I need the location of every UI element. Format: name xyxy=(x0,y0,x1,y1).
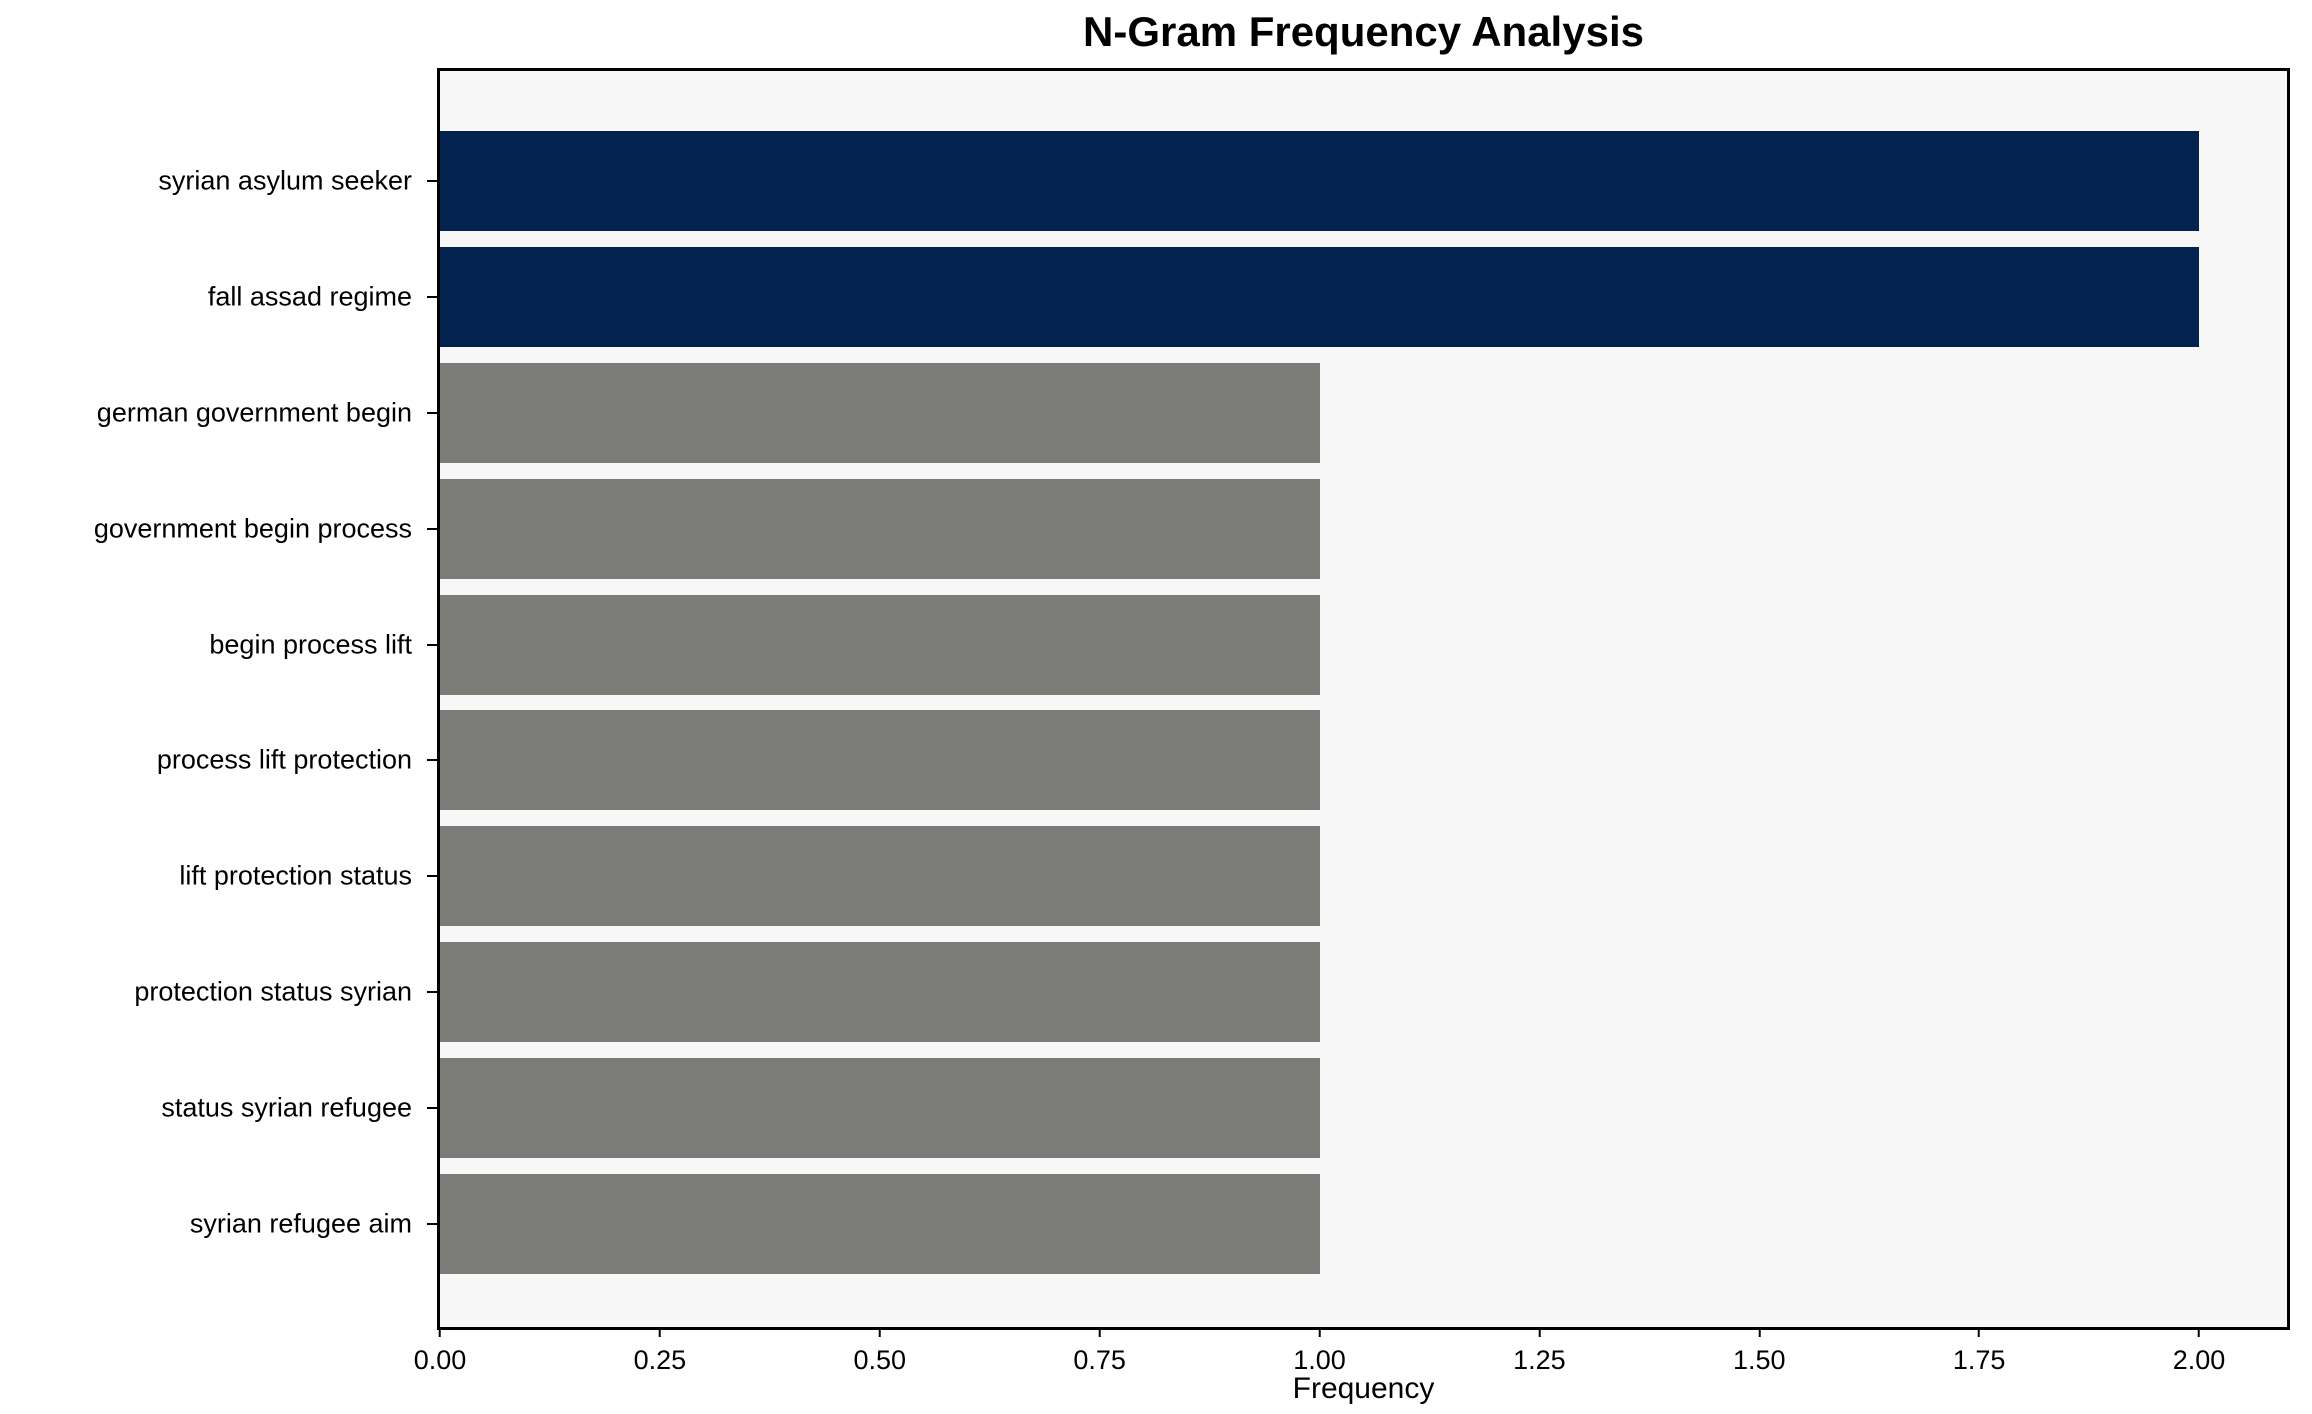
frequency-bar xyxy=(440,362,1320,463)
x-axis-title: Frequency xyxy=(1292,1372,1435,1405)
plot-area: syrian asylum seeker fall assad regime g… xyxy=(94,68,2290,1375)
x-axis-tick: 1.25 xyxy=(1513,1327,1566,1376)
x-axis-tick: 1.75 xyxy=(1952,1327,2006,1376)
bar-row: status syrian refugee xyxy=(161,1050,2287,1166)
bar-row: lift protection status xyxy=(179,818,2287,934)
y-axis-category-label: protection status syrian xyxy=(134,976,412,1007)
y-tick-mark xyxy=(427,759,437,762)
bar-row: syrian refugee aim xyxy=(190,1166,2287,1282)
x-axis-tick: 0.50 xyxy=(853,1327,906,1376)
bar-row: fall assad regime xyxy=(208,239,2287,355)
x-tick-mark xyxy=(2198,1327,2201,1337)
y-tick-mark xyxy=(427,411,437,414)
y-axis-category-label: fall assad regime xyxy=(207,281,412,312)
y-tick-mark xyxy=(427,1223,437,1226)
x-tick-mark xyxy=(1758,1327,1761,1337)
x-tick-mark xyxy=(1538,1327,1541,1337)
x-tick-label: 1.25 xyxy=(1513,1345,1566,1375)
x-tick-label: 0.50 xyxy=(853,1345,907,1375)
x-tick-label: 2.00 xyxy=(2172,1345,2226,1375)
y-axis-category-label: begin process lift xyxy=(209,629,412,660)
y-tick-mark xyxy=(427,179,437,182)
x-axis-tick: 0.75 xyxy=(1073,1327,1126,1376)
x-tick-mark xyxy=(1098,1327,1101,1337)
x-tick-mark xyxy=(439,1327,441,1337)
y-tick-mark xyxy=(427,527,437,530)
frequency-bar xyxy=(440,246,2200,347)
bar-row: begin process lift xyxy=(209,587,2287,703)
x-axis-tick: 1.00 xyxy=(1293,1327,1346,1376)
bar-row: government begin process xyxy=(94,471,2287,587)
y-axis-category-label: government begin process xyxy=(93,513,412,544)
y-tick-mark xyxy=(427,1107,437,1110)
x-tick-mark xyxy=(1318,1327,1321,1337)
x-tick-label: 0.25 xyxy=(633,1345,687,1375)
y-axis-category-label: german government begin xyxy=(96,397,412,428)
x-tick-mark xyxy=(658,1327,661,1337)
x-tick-label: 1.00 xyxy=(1293,1345,1346,1375)
x-axis-tick: 1.50 xyxy=(1733,1327,1786,1376)
frequency-bar xyxy=(440,594,1320,695)
y-axis-category-label: syrian refugee aim xyxy=(189,1208,412,1239)
x-tick-label: 0.00 xyxy=(413,1345,467,1375)
frequency-bar xyxy=(440,1174,1320,1275)
y-tick-mark xyxy=(427,643,437,646)
frequency-bar xyxy=(440,710,1320,811)
frequency-bar xyxy=(440,1058,1320,1159)
x-tick-label: 1.75 xyxy=(1952,1345,2006,1375)
x-tick-label: 1.50 xyxy=(1733,1345,1786,1375)
y-tick-mark xyxy=(427,875,437,878)
y-tick-mark xyxy=(427,295,437,298)
x-tick-mark xyxy=(1978,1327,1981,1337)
chart-title: N-Gram Frequency Analysis xyxy=(1083,8,1644,55)
x-axis-tick: 0.25 xyxy=(633,1327,687,1376)
bar-row: german government begin xyxy=(97,355,2287,471)
y-axis-category-label: syrian asylum seeker xyxy=(158,165,412,196)
y-tick-mark xyxy=(427,991,437,994)
frequency-bar xyxy=(440,478,1320,579)
y-axis-category-label: process lift protection xyxy=(156,744,412,775)
x-axis-tick: 2.00 xyxy=(2172,1327,2226,1376)
frequency-bar xyxy=(440,826,1320,927)
frequency-bar xyxy=(440,942,1320,1043)
bar-row: syrian asylum seeker xyxy=(158,123,2287,239)
bar-row: process lift protection xyxy=(157,703,2287,819)
x-tick-mark xyxy=(878,1327,881,1337)
bar-row: protection status syrian xyxy=(134,934,2287,1050)
y-axis-category-label: status syrian refugee xyxy=(161,1092,412,1123)
x-tick-label: 0.75 xyxy=(1073,1345,1126,1375)
y-axis-category-label: lift protection status xyxy=(179,860,412,891)
x-axis-tick: 0.00 xyxy=(413,1327,467,1376)
frequency-bar xyxy=(440,130,2200,231)
